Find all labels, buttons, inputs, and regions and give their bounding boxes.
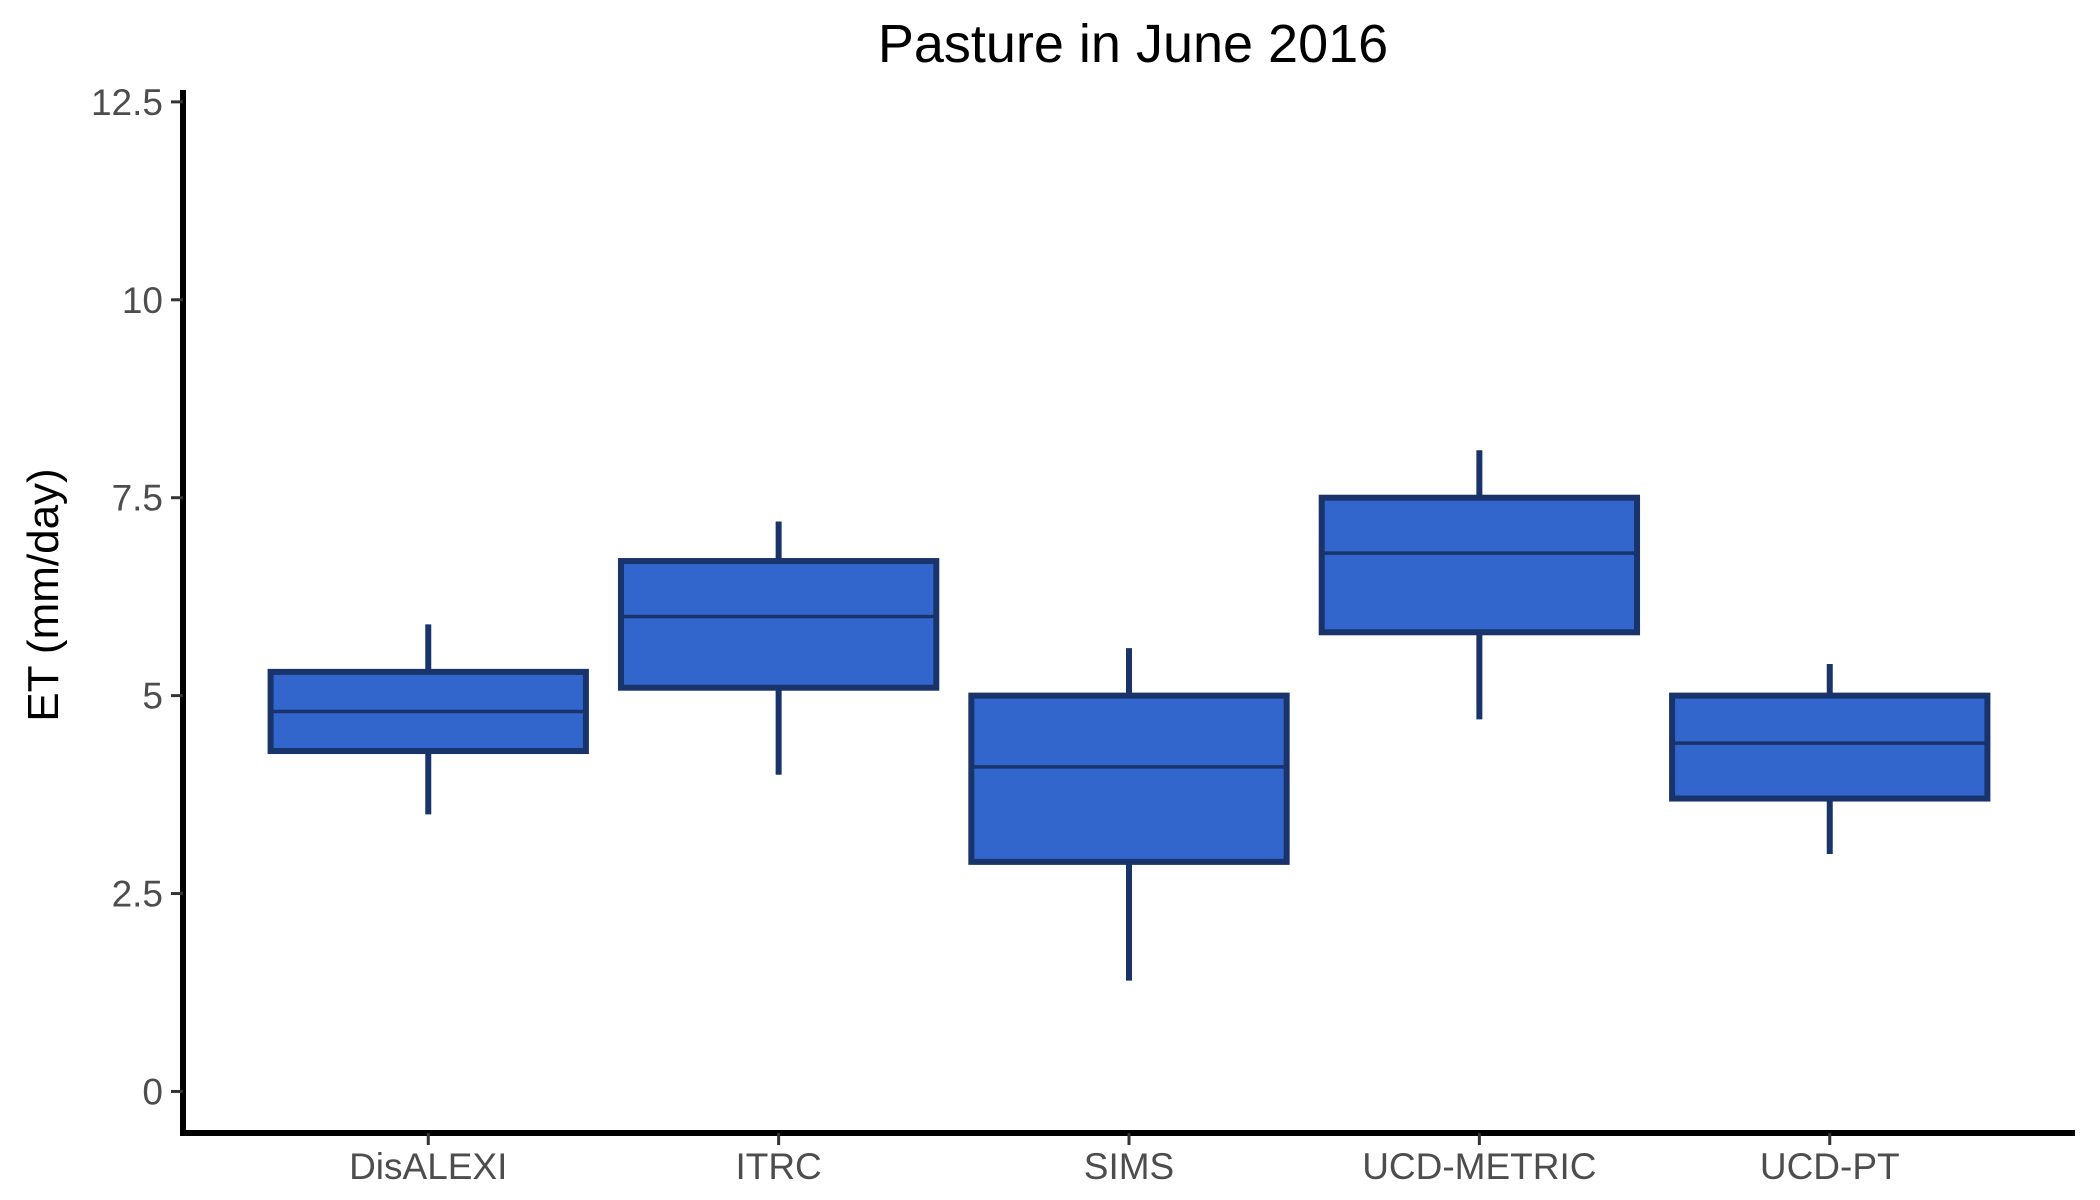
ticks-layer: 0 2.5 5 7.5 10 12.5 DisALEXI ITRC SIMS UCD-METRIC… xyxy=(91,82,1900,1187)
x-tick-label: DisALEXI xyxy=(349,1146,507,1187)
y-tick-label: 2.5 xyxy=(112,874,163,915)
box-itrc xyxy=(617,558,940,691)
x-tick-label: SIMS xyxy=(1084,1146,1174,1187)
x-tick-label: ITRC xyxy=(735,1146,821,1187)
box-group-ucd-metric xyxy=(1318,450,1641,720)
y-tick-label: 0 xyxy=(142,1071,163,1112)
box-group-ucd-pt xyxy=(1669,663,1991,854)
box-ucd-metric xyxy=(1318,494,1641,636)
y-tick-label: 5 xyxy=(142,676,163,717)
boxes-layer xyxy=(267,450,1991,981)
box-sims xyxy=(968,692,1290,865)
x-tick-label: UCD-METRIC xyxy=(1362,1146,1596,1187)
box-group-sims xyxy=(968,648,1290,981)
chart-title: Pasture in June 2016 xyxy=(878,14,1388,74)
y-tick-label: 12.5 xyxy=(91,82,163,123)
y-axis-label: ET (mm/day) xyxy=(19,468,68,721)
y-tick-label: 7.5 xyxy=(112,478,163,519)
box-group-disalexi xyxy=(267,624,589,815)
box-group-itrc xyxy=(617,521,940,775)
y-tick-label: 10 xyxy=(122,280,163,321)
x-tick-label: UCD-PT xyxy=(1760,1146,1900,1187)
box-ucd-pt xyxy=(1669,692,1991,802)
